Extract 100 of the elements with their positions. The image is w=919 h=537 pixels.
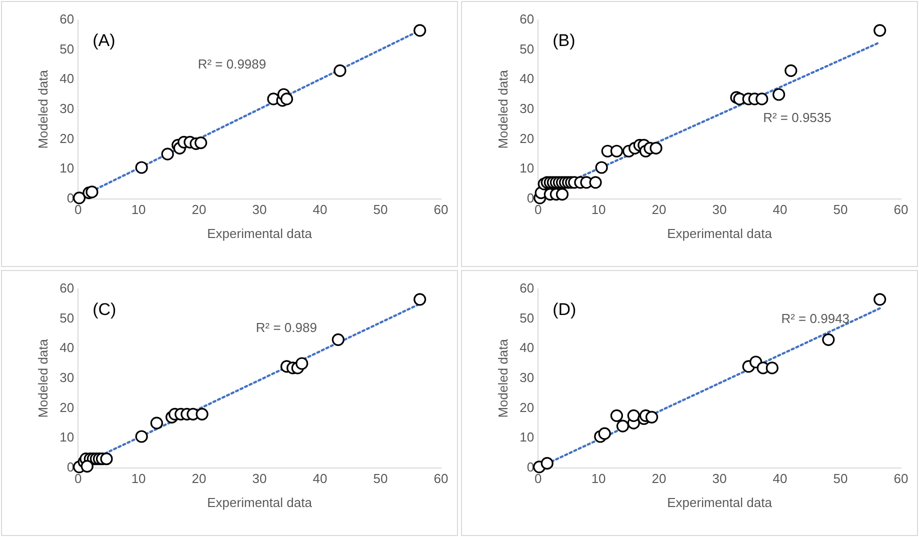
x-tick-label: 20 <box>652 202 666 218</box>
point <box>194 136 208 150</box>
point <box>72 192 86 204</box>
y-tick-label: 10 <box>60 160 74 176</box>
point <box>80 460 94 473</box>
y-tick-label: 20 <box>60 400 74 415</box>
annotation: (A) <box>92 31 116 50</box>
x-tick-label: 60 <box>434 202 448 218</box>
y-tick-label: 0 <box>66 190 74 206</box>
x-tick-label: 30 <box>712 202 727 218</box>
x-tick-label: 20 <box>192 202 206 218</box>
point <box>414 24 426 37</box>
y-axis-title: Modeled data <box>35 69 50 149</box>
point <box>595 161 608 174</box>
point <box>616 420 630 432</box>
point <box>556 188 569 201</box>
x-tick-label: 20 <box>652 471 666 486</box>
point <box>627 409 640 422</box>
annotation: R² = 0.989 <box>256 320 317 335</box>
y-tick-label: 50 <box>60 41 74 56</box>
point <box>334 64 346 77</box>
y-tick-label: 50 <box>60 310 74 326</box>
y-tick-label: 20 <box>60 130 74 146</box>
x-tick-label: 10 <box>591 471 606 486</box>
y-tick-label: 20 <box>520 400 534 415</box>
annotation: (B) <box>552 31 576 50</box>
y-tick-label: 60 <box>520 12 534 27</box>
x-tick-label: 50 <box>833 471 848 486</box>
point <box>610 144 623 158</box>
point <box>589 176 602 189</box>
point <box>650 142 662 154</box>
x-tick-label: 30 <box>252 471 267 486</box>
annotation: (D) <box>552 300 576 320</box>
point <box>598 427 611 440</box>
x-tick-label: 40 <box>772 471 788 486</box>
y-tick-label: 50 <box>520 41 534 56</box>
y-tick-label: 30 <box>520 370 534 385</box>
x-tick-label: 60 <box>894 471 908 486</box>
x-tick-label: 50 <box>373 471 388 486</box>
y-tick-label: 60 <box>60 280 74 296</box>
point <box>645 410 658 424</box>
y-axis-title: Modeled data <box>35 338 50 418</box>
x-tick-label: 40 <box>312 202 328 218</box>
x-tick-label: 40 <box>772 202 788 218</box>
point <box>150 416 163 430</box>
x-axis-title: Experimental data <box>667 226 773 241</box>
x-tick-label: 50 <box>833 202 848 218</box>
point <box>414 293 426 306</box>
x-tick-label: 30 <box>252 202 267 218</box>
point <box>784 64 798 77</box>
point <box>756 92 768 106</box>
y-tick-label: 10 <box>60 430 74 445</box>
x-tick-label: 30 <box>712 471 727 486</box>
point <box>100 452 113 466</box>
y-tick-label: 40 <box>60 71 74 86</box>
point <box>86 186 98 198</box>
x-tick-label: 50 <box>373 202 388 218</box>
point <box>332 333 344 346</box>
y-tick-label: 60 <box>520 280 534 296</box>
x-tick-label: 20 <box>192 471 206 486</box>
point <box>766 362 778 374</box>
y-tick-label: 0 <box>526 190 534 206</box>
point <box>296 357 308 370</box>
y-axis-title: Modeled data <box>495 338 510 418</box>
y-tick-label: 50 <box>520 310 534 326</box>
y-tick-label: 30 <box>520 100 534 116</box>
point <box>161 148 174 160</box>
y-tick-label: 60 <box>60 12 74 27</box>
y-tick-label: 40 <box>520 340 534 356</box>
y-tick-label: 0 <box>526 459 534 474</box>
y-tick-label: 30 <box>60 370 74 385</box>
point <box>135 430 148 443</box>
y-tick-label: 10 <box>520 430 534 445</box>
x-tick-label: 10 <box>591 202 606 218</box>
annotation: R² = 0.9943 <box>781 310 850 326</box>
annotation: R² = 0.9535 <box>763 110 832 125</box>
point <box>874 24 886 37</box>
point <box>874 293 886 306</box>
point <box>135 161 148 174</box>
x-tick-label: 10 <box>131 202 146 218</box>
point <box>772 88 786 101</box>
y-tick-label: 10 <box>520 160 534 176</box>
x-tick-label: 40 <box>312 471 328 486</box>
point <box>822 333 835 346</box>
x-tick-label: 10 <box>131 471 146 486</box>
annotation: R² = 0.9989 <box>198 56 266 72</box>
x-axis-title: Experimental data <box>207 226 313 241</box>
x-axis-title: Experimental data <box>207 494 313 510</box>
x-tick-label: 60 <box>894 202 908 218</box>
y-tick-label: 20 <box>520 130 534 146</box>
y-tick-label: 40 <box>520 71 534 86</box>
annotation: (C) <box>92 300 116 320</box>
point <box>610 409 623 422</box>
point <box>540 457 554 470</box>
x-axis-title: Experimental data <box>667 494 773 510</box>
point <box>196 408 208 420</box>
x-tick-label: 60 <box>434 471 448 486</box>
y-tick-label: 0 <box>66 459 74 474</box>
y-tick-label: 30 <box>60 100 74 116</box>
point <box>280 92 294 106</box>
